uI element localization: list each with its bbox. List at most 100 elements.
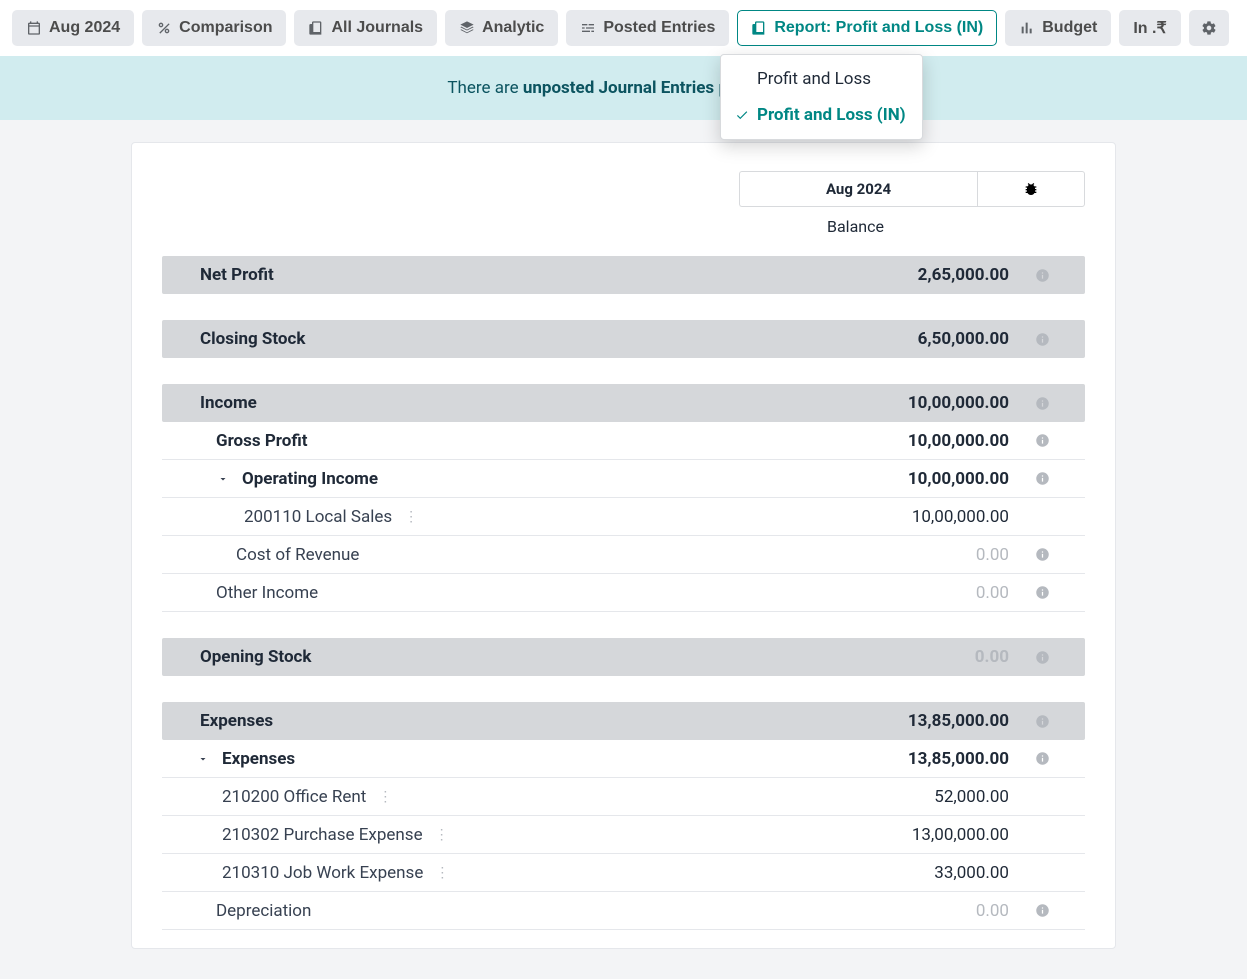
row-label: Depreciation: [216, 901, 311, 921]
toolbar: Aug 2024 Comparison All Journals Analyti…: [0, 0, 1247, 56]
row-expenses[interactable]: Expenses 13,85,000.00: [162, 702, 1085, 740]
posted-entries-label: Posted Entries: [603, 19, 715, 37]
row-depreciation[interactable]: Depreciation 0.00: [162, 892, 1085, 930]
kebab-icon[interactable]: ⋮: [435, 828, 449, 842]
row-operating-income[interactable]: Operating Income 10,00,000.00: [162, 460, 1085, 498]
row-label: 210200 Office Rent: [222, 787, 366, 807]
banner-bold: unposted Journal Entries: [523, 78, 714, 98]
posted-entries-button[interactable]: Posted Entries: [566, 10, 729, 46]
comparison-button[interactable]: Comparison: [142, 10, 286, 46]
row-closing-stock[interactable]: Closing Stock 6,50,000.00: [162, 320, 1085, 358]
row-value: 0.00: [809, 647, 1009, 667]
report-dropdown: Profit and Loss Profit and Loss (IN): [720, 54, 923, 140]
row-value: 13,00,000.00: [809, 825, 1009, 845]
row-label: Closing Stock: [200, 329, 305, 349]
row-label: Expenses: [200, 711, 273, 731]
row-other-income[interactable]: Other Income 0.00: [162, 574, 1085, 612]
book-icon: [751, 20, 767, 36]
currency-label: In .₹: [1133, 18, 1166, 38]
row-label: 210302 Purchase Expense: [222, 825, 423, 845]
info-icon[interactable]: [1009, 471, 1075, 486]
row-value: 0.00: [809, 583, 1009, 603]
row-value: 6,50,000.00: [809, 329, 1009, 349]
date-filter-button[interactable]: Aug 2024: [12, 10, 134, 46]
journals-button[interactable]: All Journals: [294, 10, 437, 46]
row-income[interactable]: Income 10,00,000.00: [162, 384, 1085, 422]
row-purchase-expense[interactable]: 210302 Purchase Expense ⋮ 13,00,000.00: [162, 816, 1085, 854]
book-icon: [308, 20, 324, 36]
row-opening-stock[interactable]: Opening Stock 0.00: [162, 638, 1085, 676]
row-label: Expenses: [222, 749, 295, 769]
bug-icon: [1023, 181, 1039, 197]
budget-button[interactable]: Budget: [1005, 10, 1111, 46]
info-icon[interactable]: [1009, 268, 1075, 283]
date-filter-label: Aug 2024: [49, 19, 120, 37]
caret-down-icon[interactable]: [216, 473, 230, 485]
layers-icon: [459, 20, 475, 36]
row-expenses-sub[interactable]: Expenses 13,85,000.00: [162, 740, 1085, 778]
debug-cell[interactable]: [977, 171, 1085, 207]
row-value: 52,000.00: [809, 787, 1009, 807]
settings-button[interactable]: [1189, 10, 1229, 46]
info-icon[interactable]: [1009, 585, 1075, 600]
unposted-entries-banner: There are unposted Journal Entries prior…: [0, 56, 1247, 120]
info-icon[interactable]: [1009, 433, 1075, 448]
row-value: 0.00: [809, 545, 1009, 565]
row-value: 0.00: [809, 901, 1009, 921]
report-selector-label: Report: Profit and Loss (IN): [774, 19, 983, 37]
info-icon[interactable]: [1009, 547, 1075, 562]
info-icon[interactable]: [1009, 396, 1075, 411]
row-label: Net Profit: [200, 265, 274, 285]
kebab-icon[interactable]: ⋮: [404, 510, 418, 524]
banner-pre: There are: [447, 78, 522, 98]
report-sheet-wrap: Aug 2024 Balance Net Profit 2,65,000.00 …: [0, 120, 1247, 979]
kebab-icon[interactable]: ⋮: [435, 866, 449, 880]
report-sheet: Aug 2024 Balance Net Profit 2,65,000.00 …: [131, 142, 1116, 949]
info-icon[interactable]: [1009, 714, 1075, 729]
analytic-button[interactable]: Analytic: [445, 10, 558, 46]
row-label: Income: [200, 393, 257, 413]
dropdown-item-pl-in[interactable]: Profit and Loss (IN): [721, 97, 922, 133]
info-icon[interactable]: [1009, 332, 1075, 347]
sliders-icon: [580, 20, 596, 36]
info-icon[interactable]: [1009, 650, 1075, 665]
row-label: Gross Profit: [216, 431, 308, 451]
row-value: 13,85,000.00: [809, 711, 1009, 731]
row-value: 2,65,000.00: [809, 265, 1009, 285]
check-icon: [735, 108, 749, 122]
row-value: 10,00,000.00: [809, 469, 1009, 489]
budget-label: Budget: [1042, 19, 1097, 37]
calendar-icon: [26, 20, 42, 36]
comparison-label: Comparison: [179, 19, 272, 37]
info-icon[interactable]: [1009, 751, 1075, 766]
journals-label: All Journals: [331, 19, 423, 37]
row-value: 10,00,000.00: [809, 507, 1009, 527]
row-label: 200110 Local Sales: [244, 507, 392, 527]
balance-label: Balance: [739, 217, 1085, 236]
gears-icon: [1201, 20, 1217, 36]
row-value: 10,00,000.00: [809, 431, 1009, 451]
row-label: Other Income: [216, 583, 318, 603]
period-header-row: Aug 2024: [162, 171, 1085, 207]
dropdown-item-label: Profit and Loss (IN): [757, 105, 906, 125]
row-local-sales[interactable]: 200110 Local Sales ⋮ 10,00,000.00: [162, 498, 1085, 536]
row-label: Opening Stock: [200, 647, 312, 667]
currency-button[interactable]: In .₹: [1119, 10, 1180, 46]
row-office-rent[interactable]: 210200 Office Rent ⋮ 52,000.00: [162, 778, 1085, 816]
period-cell[interactable]: Aug 2024: [739, 171, 977, 207]
row-value: 33,000.00: [809, 863, 1009, 883]
row-net-profit[interactable]: Net Profit 2,65,000.00: [162, 256, 1085, 294]
row-cost-of-revenue[interactable]: Cost of Revenue 0.00: [162, 536, 1085, 574]
balance-header-row: Balance: [162, 217, 1085, 236]
info-icon[interactable]: [1009, 903, 1075, 918]
row-value: 10,00,000.00: [809, 393, 1009, 413]
caret-down-icon[interactable]: [196, 753, 210, 765]
row-gross-profit[interactable]: Gross Profit 10,00,000.00: [162, 422, 1085, 460]
dropdown-item-pl[interactable]: Profit and Loss: [721, 61, 922, 97]
row-label: Operating Income: [242, 469, 378, 489]
row-job-work-expense[interactable]: 210310 Job Work Expense ⋮ 33,000.00: [162, 854, 1085, 892]
row-label: 210310 Job Work Expense: [222, 863, 423, 883]
report-selector-button[interactable]: Report: Profit and Loss (IN): [737, 10, 997, 46]
kebab-icon[interactable]: ⋮: [378, 790, 392, 804]
row-value: 13,85,000.00: [809, 749, 1009, 769]
